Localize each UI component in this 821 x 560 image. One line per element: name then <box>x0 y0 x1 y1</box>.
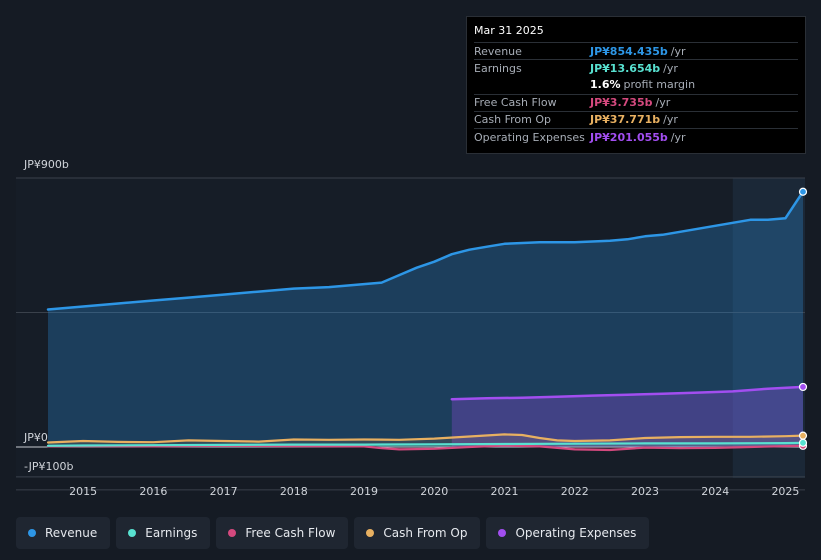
x-tick-label: 2018 <box>280 485 308 498</box>
opex-end-marker <box>798 382 808 392</box>
y-tick-label: -JP¥100b <box>24 460 73 473</box>
tooltip-row-unit: profit margin <box>623 78 696 92</box>
tooltip-row-value: JP¥37.771b <box>590 113 661 127</box>
revenue-line <box>46 190 805 311</box>
legend-item-free-cash-flow[interactable]: Free Cash Flow <box>216 517 349 549</box>
tooltip-row-value: JP¥854.435b <box>590 44 668 58</box>
legend-label: Operating Expenses <box>515 526 637 540</box>
tooltip-row-value: JP¥201.055b <box>590 130 668 144</box>
tooltip-row: Operating Expenses JP¥201.055b/yr <box>474 127 798 145</box>
legend: Revenue Earnings Free Cash Flow Cash From O… <box>16 517 650 549</box>
tooltip-row: 1.6% profit margin <box>474 76 798 93</box>
x-tick-label: 2015 <box>69 485 97 498</box>
legend-dot-icon <box>128 529 137 537</box>
tooltip-rows: Revenue JP¥854.435b/yr Earnings JP¥13.654b /… <box>474 42 798 145</box>
legend-dot-icon <box>28 529 36 537</box>
opex-area <box>451 386 803 447</box>
y-tick-label: JP¥0 <box>23 431 48 444</box>
legend-dot-icon <box>498 529 507 537</box>
tooltip-row-unit: /yr <box>670 44 686 58</box>
legend-dot-icon <box>228 529 237 537</box>
tooltip-row-value: 1.6% <box>590 78 621 92</box>
x-tick-label: 2020 <box>420 485 448 498</box>
revenue-end-marker <box>798 187 808 196</box>
x-tick-label: 2016 <box>139 485 167 498</box>
tooltip-row-label: Revenue <box>474 44 522 58</box>
x-tick-label: 2022 <box>561 485 589 498</box>
x-tick-label: 2017 <box>210 485 238 498</box>
x-tick-label: 2024 <box>701 485 729 498</box>
tooltip-row-unit: /yr <box>655 96 671 110</box>
tooltip: Mar 31 2025 Revenue JP¥854.435b/yr Earning… <box>466 16 806 154</box>
y-tick-label: JP¥900b <box>23 158 69 171</box>
legend-label: Cash From Op <box>383 526 468 540</box>
tooltip-row-label: Earnings <box>474 61 522 75</box>
plot-background <box>16 178 805 478</box>
tooltip-row-value: JP¥3.735b <box>590 96 653 110</box>
legend-item-cash-from-op[interactable]: Cash From Op <box>354 517 481 549</box>
tooltip-row-value: JP¥13.654b <box>590 61 661 75</box>
axes: JP¥900b JP¥0 -JP¥100b 2015 2016 2017 2018 2019 2… <box>23 158 799 498</box>
series-areas <box>48 191 803 450</box>
x-tick-label: 2023 <box>631 485 659 498</box>
grid <box>16 177 805 491</box>
tooltip-date: Mar 31 2025 <box>474 24 544 37</box>
earnings-line <box>46 441 805 447</box>
highlight-region <box>732 178 805 478</box>
revenue-area <box>48 191 803 447</box>
tooltip-row-unit: /yr <box>670 130 686 144</box>
legend-item-earnings[interactable]: Earnings <box>116 517 211 549</box>
tooltip-row-label: Operating Expenses <box>474 130 585 144</box>
legend-item-operating-expenses[interactable]: Operating Expenses <box>486 517 650 549</box>
tooltip-row-label: Cash From Op <box>474 113 552 127</box>
legend-label: Free Cash Flow <box>245 526 336 540</box>
tooltip-row-unit: /yr <box>663 113 678 127</box>
earnings-end-marker <box>798 438 808 447</box>
x-tick-label: 2019 <box>350 485 378 498</box>
x-tick-label: 2025 <box>771 485 799 498</box>
legend-label: Earnings <box>145 526 198 540</box>
tooltip-row: Revenue JP¥854.435b/yr <box>474 42 798 59</box>
cfo-end-marker <box>798 431 808 440</box>
opex-line <box>450 385 805 401</box>
tooltip-row-unit: /yr <box>663 61 678 75</box>
series-lines <box>46 190 805 452</box>
tooltip-row: Free Cash Flow JP¥3.735b/yr <box>474 93 798 111</box>
legend-label: Revenue <box>45 526 98 540</box>
cfo-line <box>46 433 805 444</box>
tooltip-row-label: Free Cash Flow <box>474 96 557 110</box>
tooltip-row: Earnings JP¥13.654b/yr <box>474 59 798 76</box>
series-end-markers <box>798 187 808 450</box>
tooltip-row: Cash From Op JP¥37.771b/yr <box>474 110 798 128</box>
x-tick-label: 2021 <box>491 485 519 498</box>
legend-item-revenue[interactable]: Revenue <box>16 517 111 549</box>
legend-dot-icon <box>366 529 375 537</box>
